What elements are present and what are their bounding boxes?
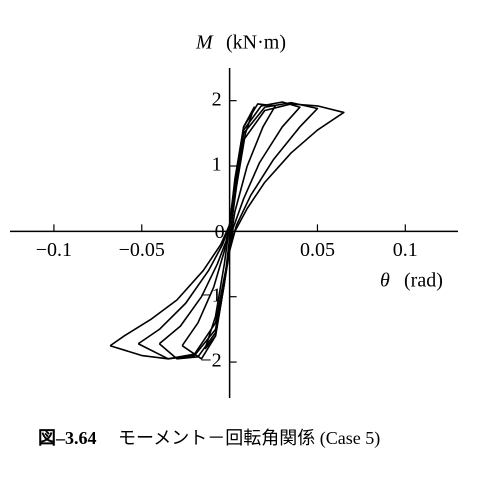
hysteresis-loop [204, 106, 256, 350]
x-tick-label: −0.05 [119, 239, 165, 261]
y-tick-label: 2 [212, 88, 222, 110]
y-label-unit: (kN·m) [226, 32, 286, 54]
x-label-unit: (rad) [404, 270, 443, 292]
y-axis-label: M (kN·m) [195, 32, 286, 54]
hysteresis-loop [109, 103, 345, 360]
caption-text: モーメント－回転角関係 (Case 5) [118, 428, 380, 449]
y-tick-label: 1 [212, 154, 222, 176]
x-axis-label: θ (rad) [380, 270, 443, 292]
x-tick-label: −0.1 [36, 239, 72, 261]
x-label-symbol: θ [380, 270, 390, 292]
y-tick-label: −2 [200, 350, 221, 372]
x-tick-label: 0.05 [300, 239, 335, 261]
x-tick-label: 0 [215, 221, 225, 243]
caption-number: 図–3.64 [38, 428, 97, 448]
x-tick-label: 0.1 [393, 239, 418, 261]
y-label-symbol: M [195, 32, 214, 54]
